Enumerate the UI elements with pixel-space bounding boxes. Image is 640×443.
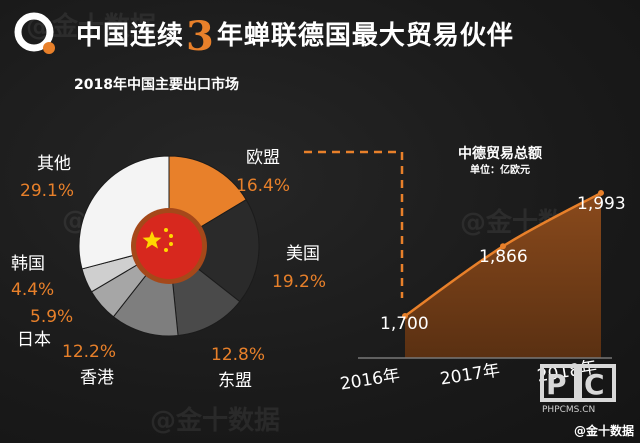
area-point-2018: [598, 189, 604, 196]
page-title: 中国连续3年蝉联德国最大贸易伙伴: [76, 13, 514, 60]
title-number: 3: [186, 13, 215, 60]
slice-label-hk: 香港: [80, 368, 114, 388]
slice-value-asean: 12.8%: [211, 345, 266, 365]
source-credit: @金十数据: [573, 424, 634, 438]
area-chart-unit: 单位：亿欧元: [470, 165, 530, 176]
slice-label-kr: 韩国: [11, 254, 45, 274]
area-chart-title: 中德贸易总额: [458, 146, 542, 162]
pc-badge-icon: P C PHPCMS.CN: [540, 364, 616, 414]
watermark: @金十数据: [150, 406, 281, 436]
slice-value-eu: 16.4%: [236, 176, 291, 196]
slice-label-jp: 日本: [17, 330, 51, 350]
slice-label-us: 美国: [286, 244, 320, 264]
china-flag-icon: [136, 213, 202, 279]
slice-value-other: 29.1%: [20, 181, 75, 201]
slice-label-other: 其他: [37, 154, 71, 174]
value-label-2016: 1,700: [380, 314, 429, 334]
slice-value-kr: 4.4%: [11, 280, 55, 300]
value-label-2017: 1,866: [479, 247, 528, 267]
slice-label-eu: 欧盟: [246, 148, 280, 168]
pie-slice-us: [168, 199, 260, 303]
area-point-2016: [402, 313, 408, 319]
title-suffix: 年蝉联德国最大贸易伙伴: [216, 21, 514, 51]
slice-value-hk: 12.2%: [62, 342, 117, 362]
slice-value-jp: 5.9%: [30, 307, 74, 327]
area-point-2017: [500, 243, 506, 250]
area-fill: [405, 192, 601, 358]
slice-value-us: 19.2%: [272, 272, 327, 292]
q-logo-icon: [14, 12, 55, 54]
badge-text: PHPCMS.CN: [542, 405, 595, 414]
svg-text:P: P: [546, 368, 567, 401]
value-label-2018: 1,993: [577, 194, 626, 214]
title-prefix: 中国连续: [76, 21, 185, 51]
flag-stars: [142, 228, 173, 252]
slice-label-asean: 东盟: [218, 371, 252, 391]
pie-chart-title: 2018年中国主要出口市场: [74, 77, 239, 93]
svg-text:C: C: [584, 368, 605, 401]
connector-line: [304, 150, 404, 298]
